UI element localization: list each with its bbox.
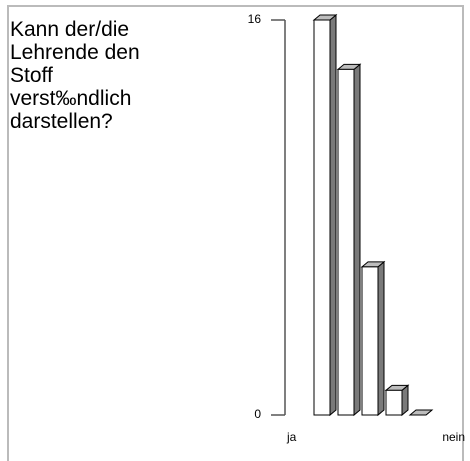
chart-title: Kann der/die Lehrende den Stoff verst‰nd… — [10, 18, 140, 133]
bar-side — [377, 260, 385, 417]
x-tick-label: ja — [286, 430, 297, 444]
bar — [336, 63, 362, 417]
bar — [360, 260, 386, 417]
bar — [408, 409, 434, 416]
bar-front — [313, 19, 331, 416]
bar-side — [353, 63, 361, 417]
bar-front — [361, 266, 379, 416]
frame — [7, 5, 464, 461]
bar-front — [337, 68, 355, 416]
bar-top — [408, 409, 434, 416]
y-tick-label: 0 — [254, 407, 261, 421]
bar-front — [385, 389, 403, 416]
bar-side — [329, 13, 337, 417]
bar — [312, 13, 338, 417]
x-tick-label: nein — [442, 430, 465, 444]
y-tick-label: 16 — [248, 12, 262, 26]
bar — [384, 384, 410, 417]
